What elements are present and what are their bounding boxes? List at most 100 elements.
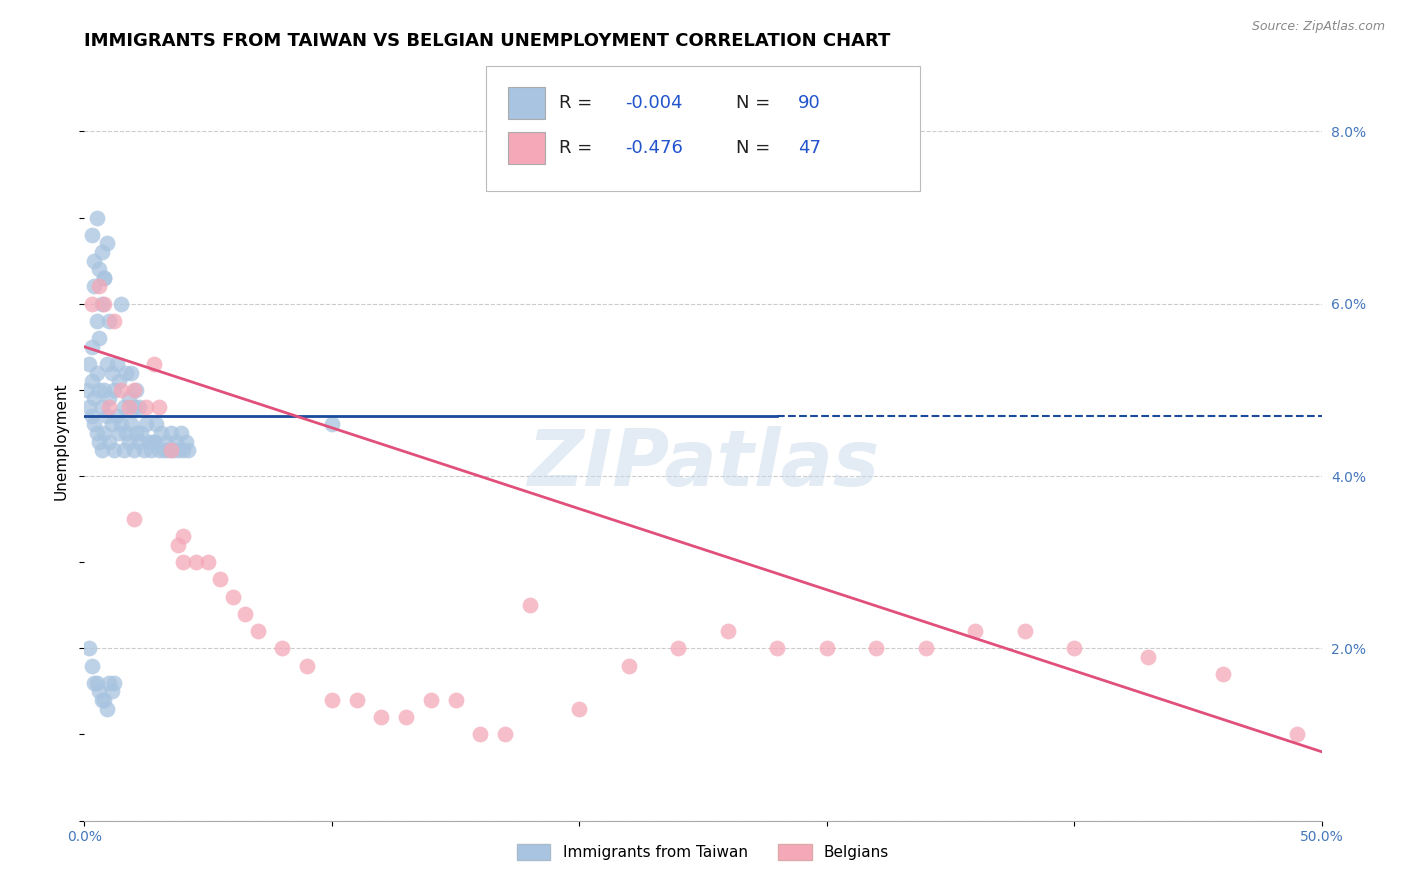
Point — [108, 374, 131, 388]
Point — [86, 675, 108, 690]
Point — [96, 409, 118, 423]
Point — [108, 425, 131, 440]
Point — [222, 590, 245, 604]
Point — [90, 400, 112, 414]
Point — [80, 340, 103, 354]
Point — [110, 296, 132, 310]
Text: Source: ZipAtlas.com: Source: ZipAtlas.com — [1251, 20, 1385, 33]
Point — [1137, 649, 1160, 664]
Point — [914, 641, 936, 656]
Point — [86, 211, 108, 225]
Point — [80, 409, 103, 423]
Point — [142, 357, 165, 371]
FancyBboxPatch shape — [486, 66, 920, 191]
Point — [90, 296, 112, 310]
Point — [494, 727, 516, 741]
Point — [150, 425, 173, 440]
Text: IMMIGRANTS FROM TAIWAN VS BELGIAN UNEMPLOYMENT CORRELATION CHART: IMMIGRANTS FROM TAIWAN VS BELGIAN UNEMPL… — [84, 32, 891, 50]
Point — [79, 357, 101, 371]
Point — [96, 701, 118, 715]
Point — [90, 443, 112, 458]
Point — [174, 434, 197, 449]
Point — [135, 400, 157, 414]
Point — [79, 641, 101, 656]
Point — [103, 443, 125, 458]
Point — [93, 296, 115, 310]
Point — [83, 253, 105, 268]
Text: -0.004: -0.004 — [626, 94, 682, 112]
Point — [167, 443, 190, 458]
Point — [83, 392, 105, 406]
Point — [142, 434, 165, 449]
Point — [138, 434, 160, 449]
Point — [76, 383, 98, 397]
Text: ZIPatlas: ZIPatlas — [527, 426, 879, 502]
Point — [112, 443, 135, 458]
Point — [118, 434, 141, 449]
Point — [321, 693, 343, 707]
Point — [93, 693, 115, 707]
Point — [80, 227, 103, 242]
Point — [167, 538, 190, 552]
Bar — [508, 132, 544, 164]
Point — [89, 684, 111, 698]
Point — [122, 512, 145, 526]
Point — [122, 400, 145, 414]
Point — [96, 357, 118, 371]
Point — [470, 727, 492, 741]
Point — [110, 383, 132, 397]
Point — [519, 599, 541, 613]
Text: 47: 47 — [799, 139, 821, 157]
Point — [122, 443, 145, 458]
Point — [103, 383, 125, 397]
Point — [162, 443, 184, 458]
Point — [122, 383, 145, 397]
Point — [766, 641, 789, 656]
Point — [89, 383, 111, 397]
Text: N =: N = — [737, 94, 770, 112]
Point — [295, 658, 318, 673]
Point — [120, 366, 142, 380]
Point — [89, 331, 111, 345]
Text: R =: R = — [560, 94, 593, 112]
Text: 90: 90 — [799, 94, 821, 112]
Point — [132, 443, 155, 458]
Point — [142, 434, 165, 449]
Point — [129, 425, 152, 440]
Point — [98, 314, 121, 328]
Text: -0.476: -0.476 — [626, 139, 683, 157]
Point — [90, 693, 112, 707]
Point — [118, 400, 141, 414]
Point — [815, 641, 838, 656]
Point — [115, 366, 138, 380]
Point — [93, 383, 115, 397]
Point — [83, 675, 105, 690]
Legend: Immigrants from Taiwan, Belgians: Immigrants from Taiwan, Belgians — [510, 838, 896, 866]
Point — [170, 425, 193, 440]
Y-axis label: Unemployment: Unemployment — [53, 383, 69, 500]
Text: R =: R = — [560, 139, 593, 157]
Point — [93, 270, 115, 285]
Point — [184, 555, 207, 569]
Point — [100, 417, 122, 432]
Point — [395, 710, 418, 724]
Point — [197, 555, 219, 569]
Point — [118, 392, 141, 406]
Point — [1063, 641, 1085, 656]
Point — [148, 400, 170, 414]
Point — [568, 701, 591, 715]
Point — [1014, 624, 1036, 639]
Point — [128, 434, 150, 449]
Point — [177, 443, 200, 458]
Point — [145, 417, 167, 432]
Point — [370, 710, 392, 724]
Point — [172, 443, 194, 458]
Point — [100, 366, 122, 380]
Point — [103, 314, 125, 328]
Point — [80, 658, 103, 673]
Point — [128, 400, 150, 414]
Point — [717, 624, 740, 639]
Point — [444, 693, 467, 707]
Point — [1212, 667, 1234, 681]
Point — [98, 434, 121, 449]
